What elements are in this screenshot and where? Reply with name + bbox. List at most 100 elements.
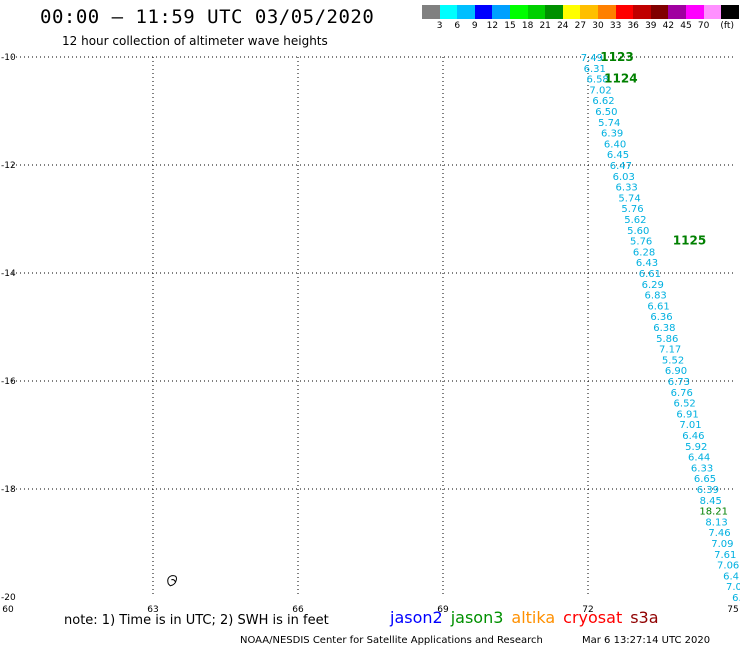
swh-value-label: 5.62 — [624, 215, 646, 226]
colorbar-label: 21 — [539, 21, 551, 31]
swh-value-label: 7.61 — [714, 550, 736, 561]
swh-value-label: 6.03 — [613, 172, 635, 183]
swh-value-label: 6.90 — [665, 366, 687, 377]
swh-value-label: 5.76 — [621, 204, 643, 215]
colorbar-label: 12 — [486, 21, 499, 31]
satellite-legend: jason2 jason3 altika cryosat s3a — [390, 608, 667, 627]
swh-value-label: 7.0 — [726, 582, 740, 593]
legend-cryosat: cryosat — [563, 608, 623, 627]
swh-value-label: 7.09 — [711, 539, 733, 550]
swh-value-label: 6. — [732, 593, 740, 604]
swh-value-label: 6.45 — [607, 150, 629, 161]
colorbar-swatch — [474, 5, 493, 19]
colorbar-swatch — [597, 5, 616, 19]
swh-value-label: 6.4 — [723, 571, 739, 582]
swh-value-label: 6.47 — [610, 161, 632, 172]
x-tick-label: 75 — [727, 605, 738, 615]
legend-jason2: jason2 — [390, 608, 443, 627]
colorbar-label: (ft) — [720, 21, 734, 31]
swh-value-label: 6.43 — [636, 258, 658, 269]
x-tick-label: 66 — [292, 605, 304, 615]
colorbar-label: 27 — [574, 21, 587, 31]
swh-value-label: 5.92 — [685, 442, 707, 453]
swh-value-label: 5.74 — [598, 118, 620, 129]
x-tick-label: 60 — [2, 605, 14, 615]
y-tick-label: -14 — [1, 269, 16, 279]
colorbar-swatch — [562, 5, 581, 19]
colorbar-swatch — [703, 5, 722, 19]
pass-time-label: 1124 — [604, 72, 637, 86]
legend-jason3: jason3 — [450, 608, 504, 627]
swh-value-label: 18.21 — [699, 507, 728, 518]
swh-value-label: 6.62 — [592, 96, 614, 107]
swh-value-label: 6.76 — [671, 388, 693, 399]
swh-value-label: 5.86 — [656, 334, 678, 345]
colorbar-label: 70 — [697, 21, 710, 31]
y-tick-label: -10 — [1, 53, 16, 63]
colorbar-swatch — [668, 5, 686, 19]
swh-value-label: 6.36 — [650, 312, 672, 323]
colorbar-swatch — [527, 5, 546, 19]
swh-value-label: 6.50 — [595, 107, 617, 118]
colorbar-swatch — [492, 5, 510, 19]
colorbar-label: 18 — [521, 21, 534, 31]
legend-altika: altika — [511, 608, 556, 627]
colorbar-swatch — [580, 5, 598, 19]
generated-timestamp: Mar 6 13:27:14 UTC 2020 — [582, 635, 711, 646]
swh-value-label: 8.45 — [700, 496, 722, 507]
colorbar-label: 24 — [557, 21, 569, 31]
x-tick-label: 72 — [582, 605, 593, 615]
colorbar-swatch — [615, 5, 634, 19]
swh-value-label: 7.06 — [717, 561, 739, 572]
colorbar-label: 39 — [645, 21, 657, 31]
y-tick-label: -16 — [1, 377, 16, 387]
swh-value-label: 6.28 — [633, 247, 655, 258]
swh-value-label: 6.33 — [616, 183, 638, 194]
x-tick-label: 69 — [437, 605, 449, 615]
swh-value-label: 6.65 — [694, 474, 716, 485]
swh-value-label: 6.40 — [604, 139, 626, 150]
swh-value-label: 6.58 — [587, 75, 609, 86]
legend-s3a: s3a — [630, 608, 659, 627]
pass-time-label: 1125 — [673, 234, 706, 248]
colorbar-label: 6 — [454, 21, 461, 31]
colorbar-swatch — [509, 5, 528, 19]
swh-value-label: 7.46 — [708, 528, 730, 539]
swh-value-label: 5.76 — [630, 237, 652, 248]
swh-value-label: 6.61 — [639, 269, 661, 280]
colorbar-labels: 3 6 9 12 15 18 21 24 27 30 33 36 39 42 45 70 (ft) — [422, 21, 740, 33]
colorbar-label: 3 — [436, 21, 443, 31]
swh-value-label: 6.61 — [647, 301, 669, 312]
page-title: 00:00 – 11:59 UTC 03/05/2020 — [40, 6, 375, 28]
colorbar-label: 30 — [592, 21, 604, 31]
colorbar-swatch — [545, 5, 563, 19]
swh-value-label: 6.39 — [601, 129, 623, 140]
swh-value-label: 6.31 — [584, 64, 606, 75]
units-note: note: 1) Time is in UTC; 2) SWH is in fe… — [64, 613, 329, 628]
colorbar-swatch — [439, 5, 458, 19]
swh-value-label: 7.01 — [679, 420, 701, 431]
colorbar-swatch — [721, 5, 739, 19]
swh-value-label: 6.38 — [653, 323, 675, 334]
swh-value-label: 5.74 — [618, 193, 640, 204]
swh-value-label: 6.33 — [691, 463, 713, 474]
colorbar-swatch — [633, 5, 651, 19]
swh-value-label: 5.52 — [662, 355, 684, 366]
swh-value-label: 8.13 — [705, 517, 727, 528]
x-tick-label: 63 — [147, 605, 158, 615]
colorbar-label: 15 — [504, 21, 516, 31]
swh-value-label: 6.44 — [688, 453, 710, 464]
colorbar-swatch — [650, 5, 669, 19]
colorbar-swatch — [685, 5, 704, 19]
colorbar-swatch — [422, 5, 440, 19]
colorbar-label: 9 — [471, 21, 478, 31]
swh-value-label: 7.02 — [589, 85, 611, 96]
colorbar-label: 33 — [609, 21, 622, 31]
colorbar-label: 45 — [680, 21, 692, 31]
y-tick-label: -18 — [1, 485, 16, 495]
swh-value-label: 7.17 — [659, 345, 681, 356]
page-subtitle: 12 hour collection of altimeter wave hei… — [62, 34, 328, 48]
y-tick-label: -20 — [1, 593, 16, 603]
